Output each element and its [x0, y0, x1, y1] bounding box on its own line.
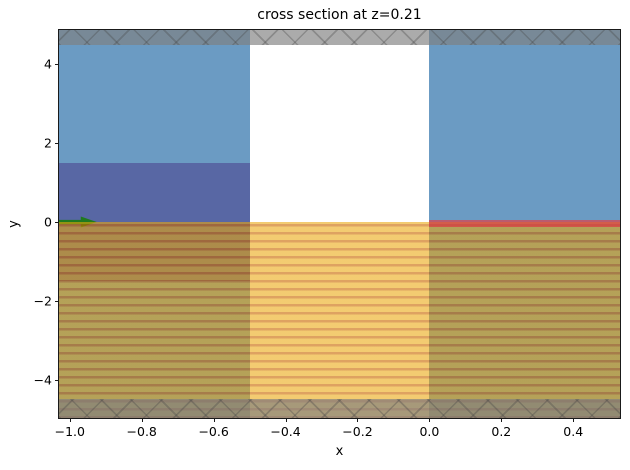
y-tick-mark — [55, 222, 59, 224]
y-tick-mark — [55, 300, 59, 302]
y-tick-label: 4 — [44, 56, 52, 72]
gray-hatched-band-bottom — [59, 399, 620, 418]
x-tick-label: 0.0 — [419, 424, 440, 439]
y-tick-label: −2 — [33, 293, 52, 309]
x-tick-mark — [573, 418, 575, 422]
x-tick-mark — [213, 418, 215, 422]
red-thin-layer-right — [429, 220, 620, 227]
x-tick-label: −0.4 — [270, 424, 301, 439]
x-tick-label: 0.4 — [563, 424, 584, 439]
x-axis-label: x — [335, 444, 344, 459]
gray-hatched-band-top — [59, 30, 620, 45]
y-tick-mark — [55, 64, 59, 66]
plot-title: cross section at z=0.21 — [257, 7, 422, 23]
x-tick-label: −0.2 — [342, 424, 373, 439]
y-tick-label: 0 — [44, 214, 52, 230]
orange-striped-lower-halfspace — [59, 222, 620, 418]
x-tick-mark — [429, 418, 431, 422]
x-tick-mark — [69, 418, 71, 422]
y-axis-label: y — [6, 220, 22, 228]
plot-area — [59, 30, 620, 418]
y-tick-label: 2 — [44, 135, 52, 151]
x-tick-mark — [141, 418, 143, 422]
x-tick-label: −0.6 — [198, 424, 229, 439]
x-tick-label: 0.2 — [491, 424, 512, 439]
y-tick-mark — [55, 143, 59, 145]
x-tick-label: −0.8 — [126, 424, 157, 439]
y-tick-mark — [55, 379, 59, 381]
x-tick-label: −1.0 — [54, 424, 85, 439]
y-tick-label: −4 — [33, 372, 52, 388]
x-tick-mark — [357, 418, 359, 422]
x-tick-mark — [285, 418, 287, 422]
x-tick-mark — [501, 418, 503, 422]
